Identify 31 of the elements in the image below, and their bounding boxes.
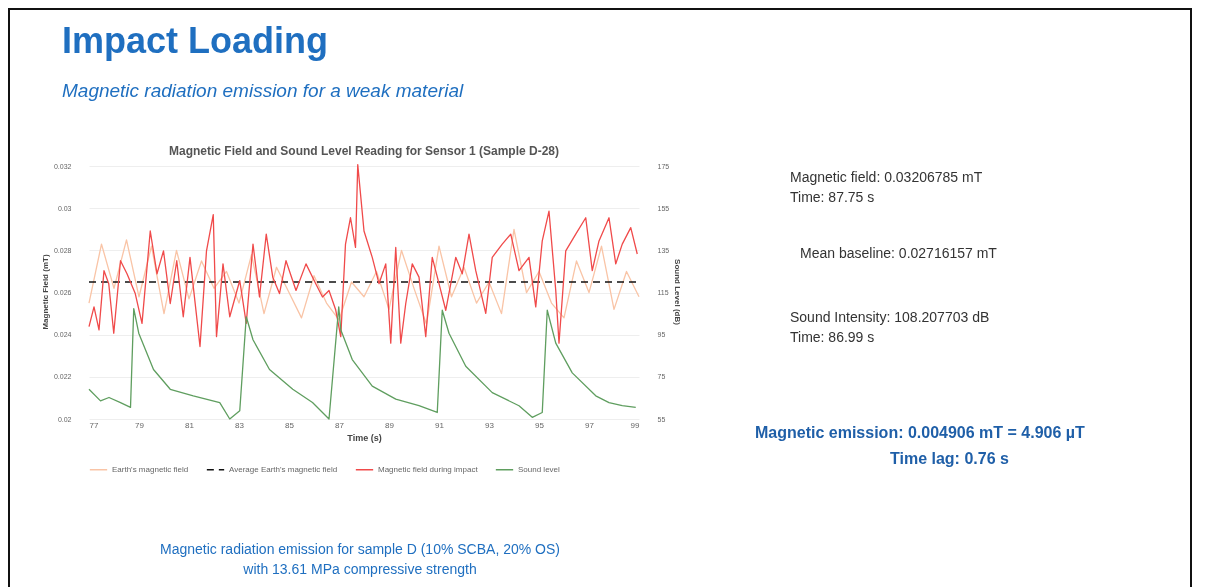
- text: Magnetic radiation emission for a weak material: [62, 80, 464, 102]
- text: Impact Loading: [62, 20, 329, 62]
- legend-label: Sound level: [518, 464, 561, 474]
- text: Magnetic emission: 0.004906 mT = 4.906 µT: [755, 424, 1085, 442]
- chart-title: Magnetic Field and Sound Level Reading for Sensor 1 (Sample D-28): [168, 144, 560, 159]
- x-tick-label: 87: [335, 420, 345, 430]
- x-tick-label: 81: [185, 420, 195, 430]
- x-tick-label: 93: [485, 420, 495, 430]
- x-tick-label: 79: [135, 420, 145, 430]
- text: Magnetic field: 0.03206785 mT Time: 87.75 s: [790, 168, 983, 207]
- legend-label: Average Earth's magnetic field: [229, 464, 338, 474]
- line-series: [88, 306, 637, 420]
- legend-label: Magnetic field during impact: [378, 464, 479, 474]
- x-axis-title: Time (s): [347, 432, 382, 443]
- x-tick-label: 83: [235, 420, 245, 430]
- x-tick-label: 91: [435, 420, 445, 430]
- x-tick-label: 97: [585, 420, 595, 430]
- text: Sound Intensity: 108.207703 dB Time: 86.99 s: [790, 308, 990, 347]
- x-tick-label: 99: [630, 420, 641, 430]
- y-axis-title: Magnetic Field (mT): [40, 254, 50, 330]
- text: Time lag: 0.76 s: [890, 450, 1009, 468]
- text: Magnetic radiation emission for sample D (10% SCBA, 20% OS) with 13.61 MPa compressive strength: [159, 540, 561, 579]
- x-tick-label: 95: [535, 420, 545, 430]
- line-series: [88, 228, 640, 325]
- y2-axis-title: Sound Level (dB): [673, 259, 683, 326]
- line-series: [88, 163, 638, 348]
- x-tick-label: 85: [285, 420, 295, 430]
- legend-label: Earth's magnetic field: [112, 464, 189, 474]
- text: Mean baseline: 0.02716157 mT: [800, 245, 997, 261]
- x-tick-label: 89: [385, 420, 395, 430]
- x-tick-label: 77: [89, 420, 99, 430]
